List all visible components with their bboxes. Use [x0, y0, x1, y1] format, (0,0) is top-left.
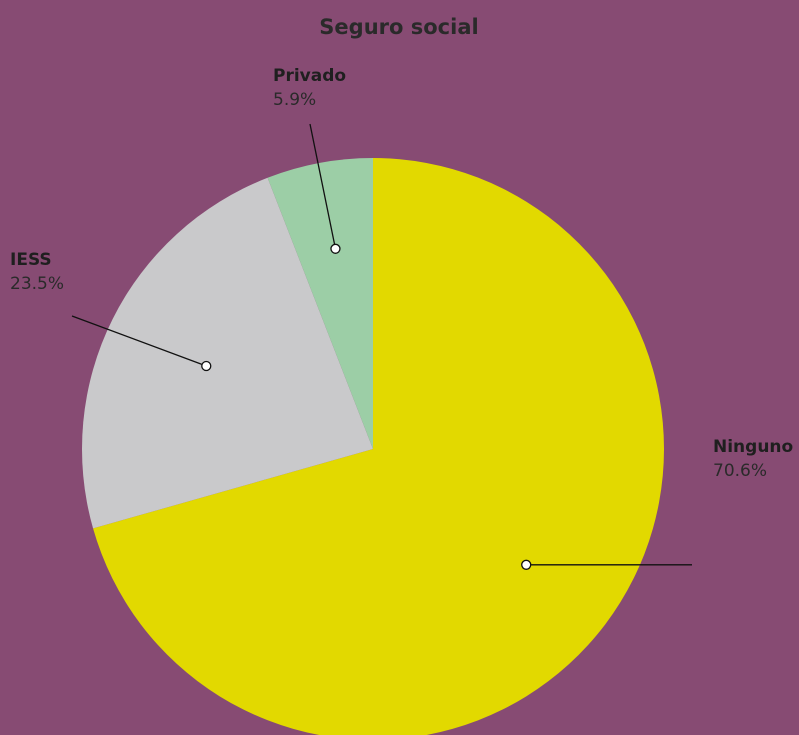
- slice-value-iess: 23.5%: [10, 274, 64, 294]
- pie-slice-iess: [82, 177, 374, 529]
- leader-dot-iess: [201, 360, 212, 372]
- pie-slice-ninguno: [93, 158, 664, 735]
- leader-line-iess: [71, 315, 207, 367]
- leader-lines: [71, 123, 692, 570]
- pie-slice-privado: [267, 158, 373, 449]
- slice-labels: Ninguno 70.6% IESS 23.5% Privado 5.9%: [10, 66, 793, 481]
- leader-dot-ninguno: [521, 559, 532, 570]
- pie-slices: [82, 158, 664, 735]
- leader-line-privado: [309, 123, 337, 249]
- slice-label-privado: Privado: [273, 66, 346, 86]
- slice-value-ninguno: 70.6%: [713, 461, 767, 481]
- leader-dot-privado: [330, 243, 341, 254]
- chart-title: Seguro social: [319, 15, 478, 39]
- slice-value-privado: 5.9%: [273, 90, 316, 110]
- slice-label-ninguno: Ninguno: [713, 437, 793, 457]
- slice-label-iess: IESS: [10, 250, 52, 270]
